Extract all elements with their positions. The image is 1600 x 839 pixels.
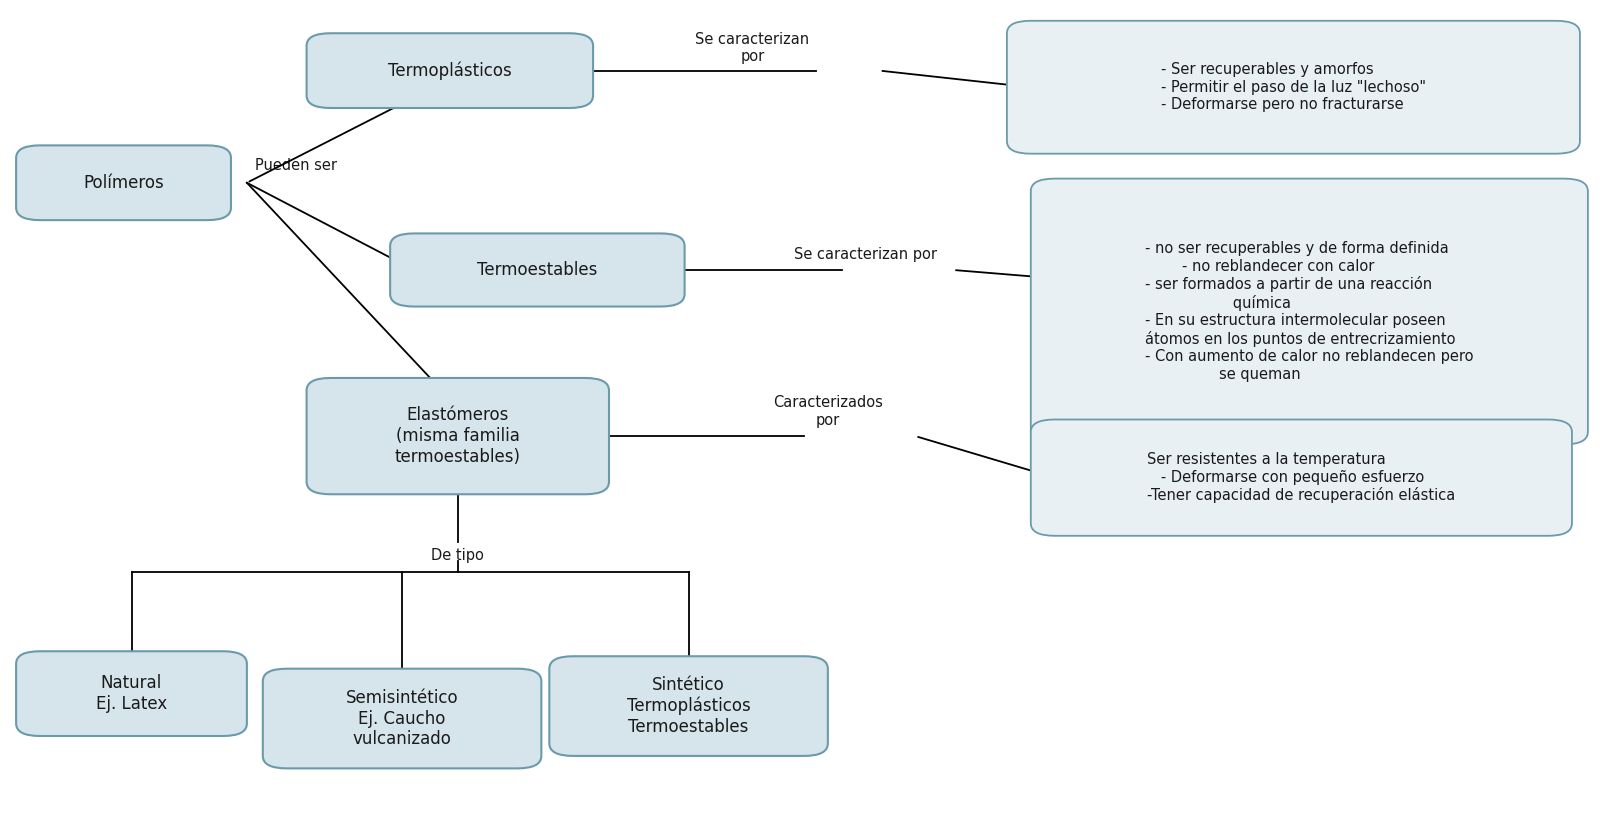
Text: Semisintético
Ej. Caucho
vulcanizado: Semisintético Ej. Caucho vulcanizado <box>346 689 458 748</box>
Text: De tipo: De tipo <box>432 548 485 563</box>
Text: Sintético
Termoplásticos
Termoestables: Sintético Termoplásticos Termoestables <box>627 676 750 736</box>
FancyBboxPatch shape <box>1030 420 1571 536</box>
Text: Termoplásticos: Termoplásticos <box>387 61 512 80</box>
FancyBboxPatch shape <box>1030 179 1587 445</box>
FancyBboxPatch shape <box>262 669 541 769</box>
Text: Se caracterizan
por: Se caracterizan por <box>694 32 810 64</box>
FancyBboxPatch shape <box>307 34 594 108</box>
Text: Caracterizados
por: Caracterizados por <box>773 395 883 428</box>
Text: Natural
Ej. Latex: Natural Ej. Latex <box>96 675 166 713</box>
FancyBboxPatch shape <box>16 651 246 736</box>
FancyBboxPatch shape <box>549 656 827 756</box>
Text: - Ser recuperables y amorfos
- Permitir el paso de la luz "lechoso"
- Deformarse: - Ser recuperables y amorfos - Permitir … <box>1162 62 1426 112</box>
Text: Se caracterizan por: Se caracterizan por <box>794 247 938 262</box>
Text: Elastómeros
(misma familia
termoestables): Elastómeros (misma familia termoestables… <box>395 406 520 466</box>
Text: Termoestables: Termoestables <box>477 261 597 279</box>
FancyBboxPatch shape <box>307 378 610 494</box>
FancyBboxPatch shape <box>390 233 685 306</box>
Text: Pueden ser: Pueden ser <box>254 158 338 173</box>
FancyBboxPatch shape <box>16 145 230 220</box>
FancyBboxPatch shape <box>1006 21 1579 154</box>
Text: - no ser recuperables y de forma definida
        - no reblandecer con calor
- s: - no ser recuperables y de forma definid… <box>1146 242 1474 382</box>
Text: Polímeros: Polímeros <box>83 174 163 192</box>
Text: Ser resistentes a la temperatura
   - Deformarse con pequeño esfuerzo
-Tener cap: Ser resistentes a la temperatura - Defor… <box>1147 452 1456 503</box>
